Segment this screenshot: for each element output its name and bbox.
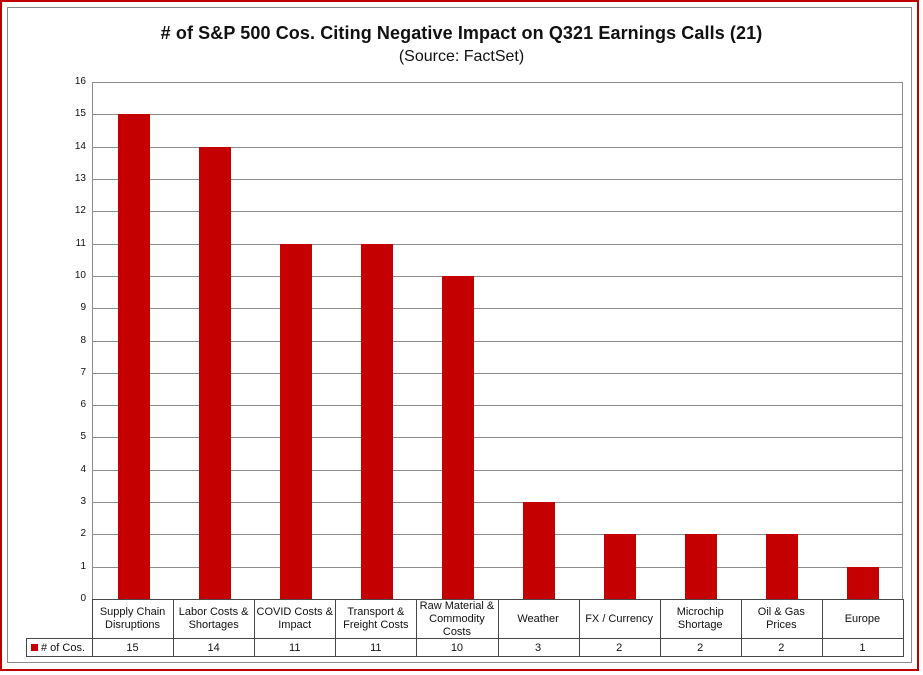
bar — [523, 502, 556, 599]
data-table-value: 2 — [778, 641, 785, 654]
category-label: Europe — [844, 612, 881, 625]
table-line — [578, 599, 580, 657]
y-axis-tick-label: 14 — [74, 140, 86, 152]
data-table-value: 11 — [289, 641, 301, 654]
table-line — [416, 599, 418, 657]
y-axis-tick-label: 1 — [80, 560, 86, 572]
y-axis-tick-label: 8 — [80, 334, 86, 346]
category-label: Supply Chain Disruptions — [99, 606, 166, 631]
bar — [198, 146, 231, 599]
y-axis-tick-label: 4 — [80, 463, 86, 475]
gridline — [93, 211, 902, 213]
gridline — [93, 437, 902, 439]
data-table-value: 14 — [207, 641, 220, 654]
gridline — [93, 405, 902, 407]
y-axis-tick-label: 0 — [80, 593, 86, 604]
gridline — [93, 275, 902, 277]
legend-cell: # of Cos. — [27, 639, 91, 656]
chart-subtitle: (Source: FactSet) — [398, 48, 525, 65]
category-label: Raw Material & Commodity Costs — [419, 599, 495, 638]
gridline — [93, 340, 902, 342]
y-axis-tick-label: 10 — [74, 269, 86, 281]
data-table-value: 3 — [534, 641, 542, 654]
bar — [685, 534, 718, 599]
y-axis-tick-label: 13 — [74, 172, 86, 184]
category-label: Microchip Shortage — [676, 606, 724, 631]
table-line — [26, 638, 904, 639]
table-line — [659, 599, 661, 657]
table-line — [92, 599, 93, 657]
chart-title: # of S&P 500 Cos. Citing Negative Impact… — [160, 23, 763, 43]
data-table-value: 15 — [126, 641, 139, 654]
y-axis-tick-label: 3 — [80, 496, 86, 508]
category-label: COVID Costs & Impact — [256, 606, 333, 631]
gridline — [93, 372, 902, 374]
gridline — [93, 308, 902, 310]
y-axis-tick-label: 16 — [74, 76, 86, 87]
bar — [441, 275, 474, 599]
y-axis-tick-label: 9 — [80, 302, 86, 314]
y-axis-tick-label: 7 — [80, 366, 86, 378]
y-axis-tick-label: 15 — [74, 108, 86, 120]
table-line — [497, 599, 499, 657]
data-table-value: 2 — [697, 641, 704, 654]
table-line — [740, 599, 742, 657]
gridline — [93, 534, 902, 536]
category-label: FX / Currency — [585, 612, 654, 625]
table-line — [173, 599, 175, 657]
bar — [604, 534, 637, 599]
table-line — [26, 638, 27, 657]
data-table-value: 11 — [370, 641, 382, 654]
gridline — [93, 469, 902, 471]
legend-series-label: # of Cos. — [41, 641, 86, 654]
bar — [117, 114, 150, 599]
table-line — [903, 599, 904, 657]
gridline — [93, 146, 902, 148]
y-axis-tick-label: 5 — [80, 431, 86, 443]
y-axis-tick-label: 11 — [75, 237, 86, 249]
category-label: Weather — [517, 612, 559, 625]
table-line — [335, 599, 337, 657]
gridline — [93, 178, 902, 180]
gridline — [93, 243, 902, 245]
category-label: Oil & Gas Prices — [757, 606, 805, 631]
gridline — [93, 114, 902, 116]
bar — [279, 243, 312, 599]
data-table: # of Cos. Supply Chain Disruptions 15 Labo… — [0, 599, 923, 658]
data-table-value: 2 — [616, 641, 623, 654]
table-line — [254, 599, 256, 657]
data-table-value: 10 — [450, 641, 464, 654]
gridline — [93, 566, 902, 568]
y-axis-tick-label: 2 — [80, 528, 86, 540]
y-axis-tick-label: 6 — [80, 399, 86, 411]
bar — [847, 566, 880, 599]
category-label: Transport & Freight Costs — [343, 606, 409, 631]
gridline — [93, 502, 902, 504]
legend-key-icon — [31, 644, 38, 651]
table-line — [821, 599, 823, 657]
data-table-value: 1 — [859, 641, 866, 654]
table-line — [92, 599, 904, 600]
plot-area — [92, 82, 903, 599]
y-axis-tick-label: 12 — [74, 205, 86, 217]
bar — [766, 534, 799, 599]
bar — [360, 243, 393, 599]
y-axis: 0 1 2 3 4 5 6 7 8 9 10 11 12 13 14 15 16 — [0, 76, 86, 604]
category-label: Labor Costs & Shortages — [178, 606, 249, 631]
table-line — [26, 656, 904, 657]
